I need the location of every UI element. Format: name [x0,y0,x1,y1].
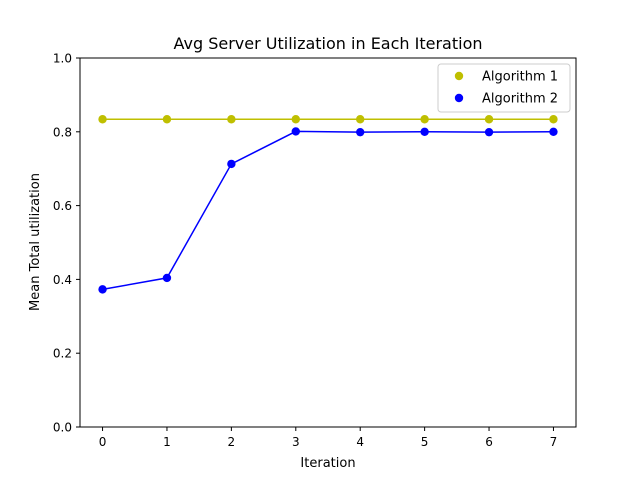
x-tick-label: 4 [356,435,364,449]
x-tick-label: 5 [421,435,429,449]
series-1-point [356,115,365,124]
axes-layer: 0 1 2 3 4 5 6 7 0.0 0.2 0.4 0.6 0.8 1.0 [53,52,577,449]
legend-label: Algorithm 2 [482,92,558,107]
series-layer [98,115,558,294]
x-tick-label: 3 [292,435,300,449]
legend-box [437,63,571,113]
y-tick-label: 0.4 [53,273,72,287]
series-2-point [227,159,236,169]
series-2-point [291,127,300,136]
series-1-point [549,115,558,124]
series-2-point [484,127,494,137]
series-2-point [356,127,365,137]
plot-frame [79,57,577,428]
series-1-point [227,115,236,124]
series-1-point [420,115,429,124]
series-1-point [162,115,172,124]
series-1-point [484,115,494,124]
legend-marker [454,71,464,81]
x-axis-label: Iteration [300,456,355,471]
series-1-point [98,115,107,124]
x-tick-label: 0 [99,435,107,449]
series-2-point [98,285,107,294]
x-tick-label: 2 [228,435,236,449]
y-tick-label: 0.0 [53,421,72,435]
x-tick-label: 1 [163,435,171,449]
series-line-2 [102,130,554,291]
x-tick-label: 7 [550,435,558,449]
series-2-point [549,127,558,136]
y-axis-label: Mean Total utilization [28,173,43,311]
legend-marker [454,93,464,103]
legend-label: Algorithm 1 [482,70,558,85]
y-tick-label: 0.2 [53,347,72,361]
y-tick-label: 1.0 [53,52,72,66]
series-2-point [420,127,429,136]
y-tick-label: 0.6 [53,199,72,213]
y-tick-label: 0.8 [53,125,72,139]
x-tick-label: 6 [485,435,493,449]
chart-title: Avg Server Utilization in Each Iteration [173,34,482,53]
series-1-point [291,115,300,124]
series-2-point [162,273,172,283]
legend: Algorithm 1 Algorithm 2 [437,63,571,113]
